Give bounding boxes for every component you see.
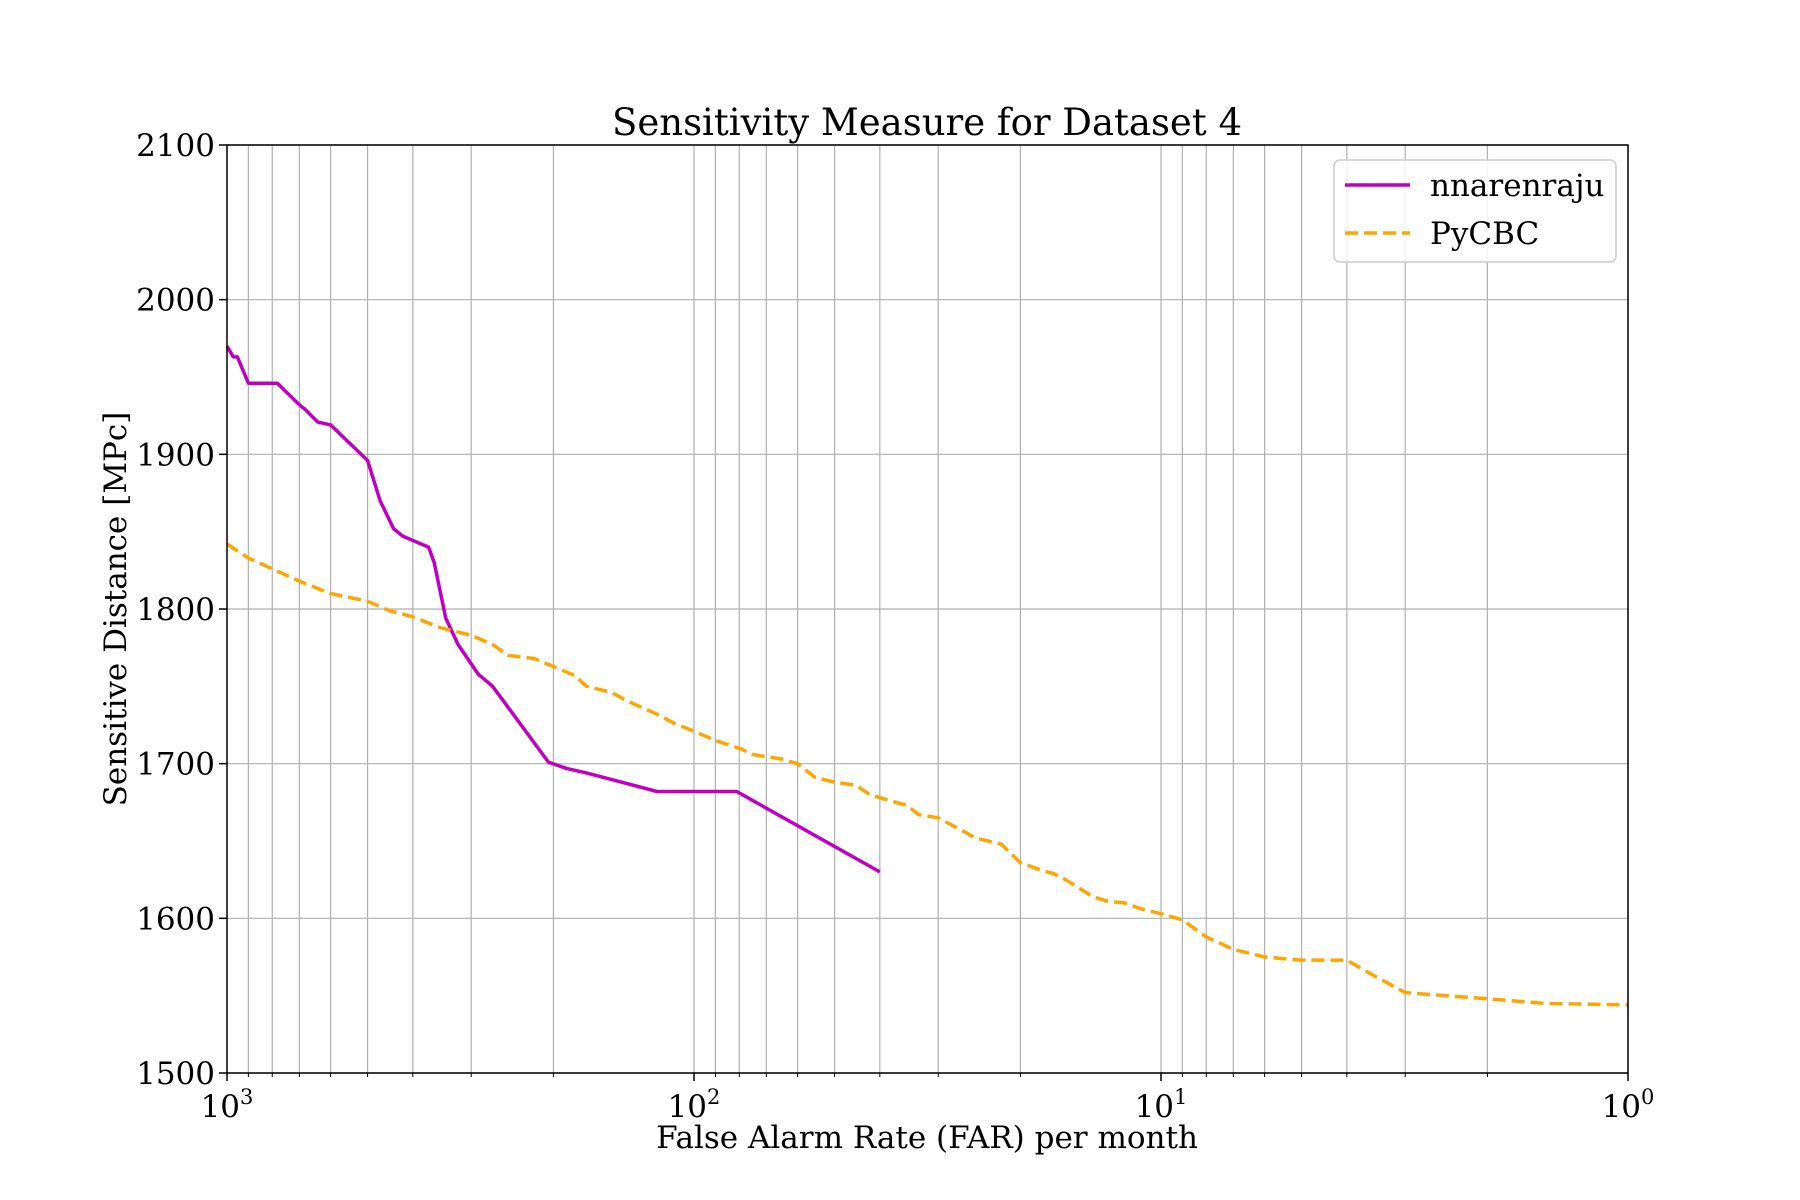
- y-tick-label: 1900: [136, 437, 215, 473]
- legend-label-pycbc: PyCBC: [1430, 216, 1539, 252]
- chart-title: Sensitivity Measure for Dataset 4: [612, 101, 1242, 144]
- y-tick-label: 1600: [136, 901, 215, 937]
- y-tick-label: 1700: [136, 747, 215, 783]
- grid: [227, 144, 1629, 1074]
- y-tick-label: 2100: [136, 128, 215, 164]
- y-axis: 1500 1600 1700 1800 1900 2000 2100: [136, 128, 227, 1092]
- x-tick-label: 101: [1135, 1085, 1188, 1125]
- y-tick-label: 2000: [136, 283, 215, 319]
- series-line-nnarenraju: [225, 345, 881, 874]
- x-axis: 103 102 101 100: [201, 1073, 1655, 1125]
- legend: nnarenraju PyCBC: [1333, 159, 1617, 263]
- x-axis-label: False Alarm Rate (FAR) per month: [656, 1120, 1198, 1156]
- y-tick-label: 1800: [136, 592, 215, 628]
- legend-label-nnarenraju: nnarenraju: [1430, 168, 1604, 204]
- y-tick-label: 1500: [136, 1056, 215, 1092]
- x-tick-label: 103: [201, 1085, 254, 1125]
- y-axis-label: Sensitive Distance [MPc]: [98, 412, 134, 807]
- x-tick-label: 102: [668, 1085, 721, 1125]
- series-line-pycbc: [226, 542, 1629, 1007]
- x-tick-label: 100: [1602, 1085, 1655, 1125]
- series-group: [225, 345, 1629, 1007]
